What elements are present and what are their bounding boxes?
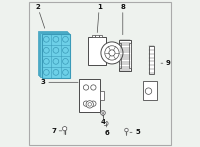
- Circle shape: [105, 46, 119, 60]
- Circle shape: [83, 85, 89, 90]
- FancyBboxPatch shape: [79, 79, 100, 112]
- FancyBboxPatch shape: [38, 31, 67, 75]
- Circle shape: [91, 85, 96, 90]
- FancyBboxPatch shape: [40, 33, 69, 77]
- Text: 5: 5: [130, 129, 140, 135]
- FancyBboxPatch shape: [119, 43, 121, 68]
- Circle shape: [101, 42, 123, 64]
- FancyBboxPatch shape: [88, 37, 106, 65]
- Text: 7: 7: [51, 128, 62, 134]
- FancyBboxPatch shape: [92, 35, 95, 37]
- Circle shape: [101, 111, 105, 115]
- Circle shape: [86, 101, 93, 108]
- Circle shape: [104, 121, 108, 126]
- Text: 6: 6: [104, 124, 109, 136]
- Circle shape: [88, 103, 91, 106]
- Text: 9: 9: [161, 60, 171, 66]
- FancyBboxPatch shape: [143, 81, 157, 100]
- Circle shape: [83, 101, 89, 106]
- FancyBboxPatch shape: [129, 43, 131, 68]
- Text: 2: 2: [35, 4, 45, 28]
- FancyBboxPatch shape: [100, 91, 104, 100]
- Circle shape: [145, 88, 152, 94]
- FancyBboxPatch shape: [95, 35, 99, 37]
- Circle shape: [102, 112, 104, 114]
- Circle shape: [109, 50, 115, 56]
- FancyBboxPatch shape: [42, 34, 70, 78]
- Circle shape: [105, 123, 107, 124]
- Text: 1: 1: [97, 4, 102, 32]
- FancyBboxPatch shape: [39, 32, 68, 76]
- Text: 4: 4: [100, 115, 105, 125]
- Text: 8: 8: [120, 4, 125, 35]
- FancyBboxPatch shape: [99, 35, 102, 37]
- FancyBboxPatch shape: [149, 46, 154, 74]
- Text: 3: 3: [41, 79, 78, 85]
- FancyBboxPatch shape: [119, 40, 131, 71]
- Circle shape: [91, 101, 96, 106]
